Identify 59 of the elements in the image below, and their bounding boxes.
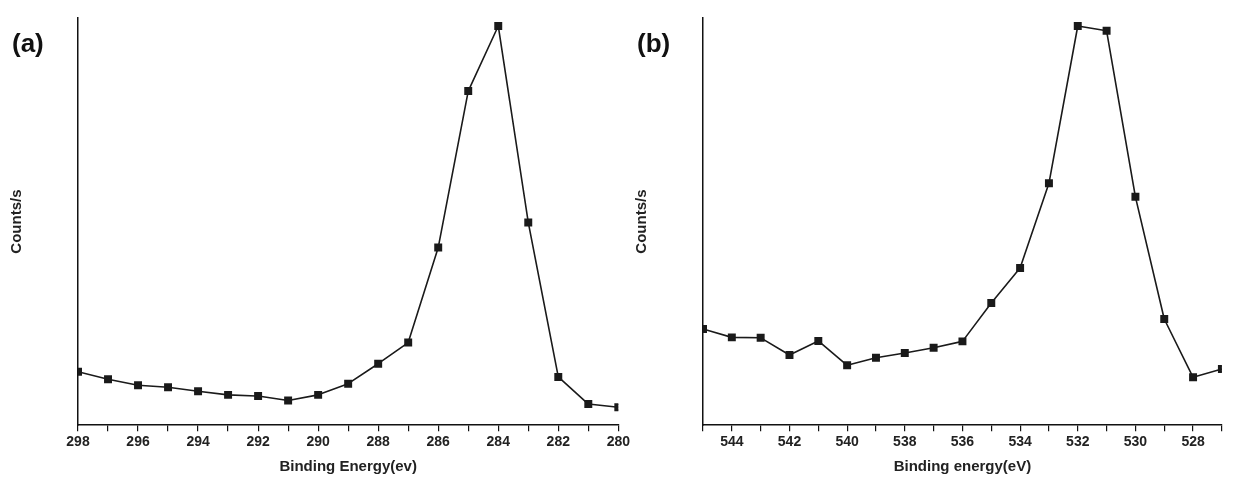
x-tick-label: 544 — [720, 433, 744, 450]
point — [284, 396, 293, 405]
x-tick-label: 282 — [546, 433, 571, 450]
point — [374, 359, 383, 368]
point — [1102, 26, 1111, 35]
point — [134, 381, 143, 390]
point — [224, 390, 233, 399]
point — [1044, 179, 1053, 188]
point — [1131, 192, 1140, 201]
x-tick-label: 286 — [426, 433, 451, 450]
point — [314, 390, 323, 399]
x-tick-label: 288 — [366, 433, 391, 450]
point — [727, 333, 736, 342]
point — [1073, 22, 1082, 30]
point — [1160, 315, 1169, 323]
point — [194, 387, 203, 396]
x-tick-label: 540 — [835, 433, 860, 450]
point — [958, 337, 967, 346]
point — [1016, 263, 1025, 272]
point — [104, 375, 112, 384]
x-tick-label: 534 — [1008, 433, 1032, 450]
x-axis-title: Binding Energy(ev) — [279, 457, 417, 475]
point — [554, 372, 563, 381]
x-tick-label: 536 — [950, 433, 975, 450]
x-tick-label: 280 — [606, 433, 631, 450]
x-tick-label: 538 — [893, 433, 917, 450]
point — [756, 333, 765, 342]
point — [254, 392, 263, 401]
point — [344, 379, 353, 388]
point — [404, 338, 413, 347]
point — [524, 218, 533, 227]
point — [987, 299, 996, 308]
x-tick-label: 296 — [126, 433, 150, 450]
x-tick-label: 530 — [1123, 433, 1148, 450]
point — [929, 343, 938, 352]
chart-title: (a) — [12, 28, 44, 59]
x-tick-label: 532 — [1066, 433, 1090, 450]
point — [164, 383, 173, 392]
point — [1189, 373, 1198, 382]
y-axis-title: Counts/s — [632, 189, 650, 254]
x-tick-label: 290 — [306, 433, 331, 450]
y-axis-title: Counts/s — [7, 189, 25, 254]
point — [494, 22, 503, 30]
x-tick-label: 528 — [1181, 433, 1205, 450]
chart-title: (b) — [637, 28, 671, 59]
x-tick-label: 542 — [777, 433, 802, 450]
point — [785, 350, 794, 359]
point — [584, 400, 593, 409]
point — [814, 336, 823, 345]
point — [871, 353, 880, 362]
x-axis-title: Binding energy(eV) — [893, 457, 1032, 475]
point — [434, 243, 443, 252]
x-tick-label: 298 — [66, 433, 90, 450]
point — [464, 87, 473, 96]
point — [900, 348, 909, 357]
point — [843, 361, 852, 370]
x-tick-label: 292 — [246, 433, 270, 450]
x-tick-label: 284 — [486, 433, 511, 450]
x-tick-label: 294 — [186, 433, 210, 450]
